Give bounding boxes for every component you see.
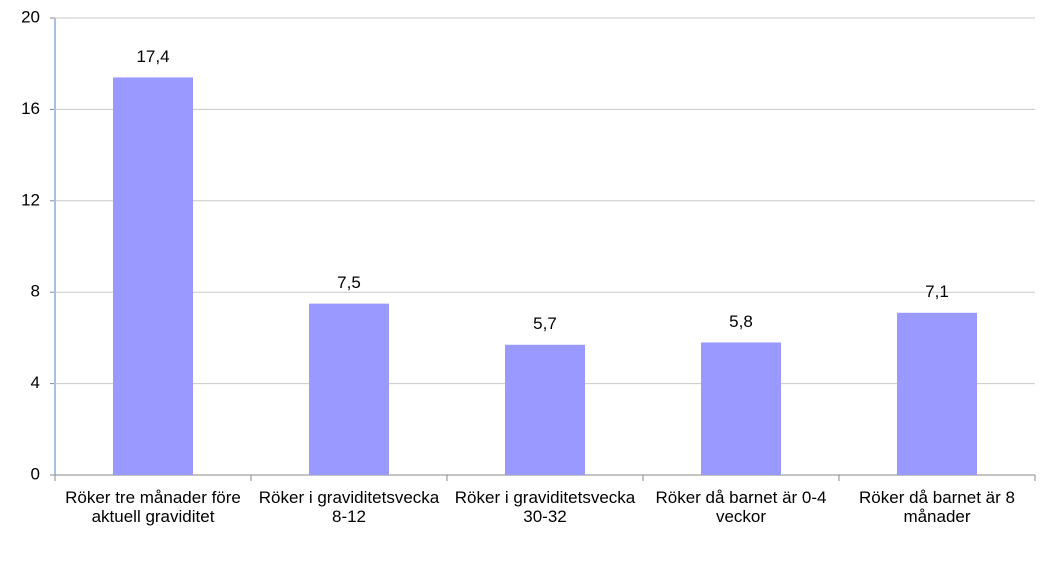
value-label: 5,8 bbox=[729, 312, 753, 331]
y-tick-label: 20 bbox=[21, 7, 40, 26]
bar bbox=[505, 344, 585, 475]
y-tick-label: 12 bbox=[21, 190, 40, 209]
value-label: 17,4 bbox=[136, 47, 169, 66]
y-tick-label: 8 bbox=[31, 282, 40, 301]
x-tick-label: Röker då barnet är 8 månader bbox=[859, 488, 1015, 526]
bar bbox=[113, 77, 193, 475]
x-tick-label: Röker i graviditetsvecka 30-32 bbox=[454, 488, 636, 526]
y-tick-label: 4 bbox=[31, 373, 40, 392]
value-label: 7,1 bbox=[925, 282, 949, 301]
bar bbox=[309, 303, 389, 475]
value-label: 7,5 bbox=[337, 273, 361, 292]
bar bbox=[897, 312, 977, 475]
bar bbox=[701, 342, 781, 475]
y-tick-label: 16 bbox=[21, 99, 40, 118]
x-tick-label: Röker i graviditetsvecka 8-12 bbox=[258, 488, 440, 526]
y-tick-label: 0 bbox=[31, 464, 40, 483]
value-label: 5,7 bbox=[533, 314, 557, 333]
x-tick-label: Röker tre månader före aktuell gravidite… bbox=[65, 488, 241, 526]
x-tick-label: Röker då barnet är 0-4 veckor bbox=[655, 488, 827, 526]
